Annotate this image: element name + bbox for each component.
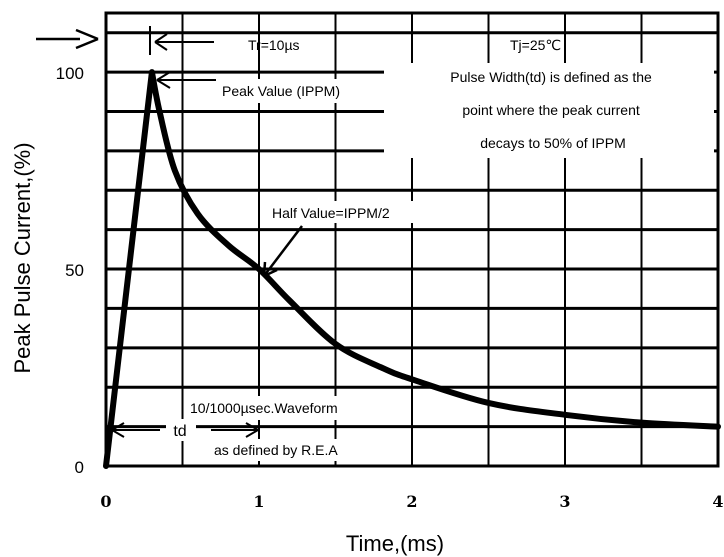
half-value-label: Half Value=IPPM/2 bbox=[272, 205, 390, 221]
x-axis-label: Time,(ms) bbox=[346, 531, 444, 556]
y-axis-label: Peak Pulse Current,(%) bbox=[10, 142, 35, 373]
x-tick-labels: 0 1 2 3 4 bbox=[100, 492, 723, 511]
tj-label: Tj=25℃ bbox=[510, 37, 561, 53]
defined-by-label-bg bbox=[208, 439, 398, 461]
peak-label-bg bbox=[216, 79, 376, 103]
x-tick-label: 0 bbox=[100, 492, 111, 511]
x-tick-label: 1 bbox=[253, 492, 264, 511]
pulse-width-line-3: decays to 50% of IPPM bbox=[480, 135, 626, 151]
x-tick-label: 3 bbox=[559, 492, 570, 511]
waveform-label: 10/1000µsec.Waveform bbox=[190, 400, 338, 416]
y-tick-labels: 0 50 100 bbox=[56, 64, 84, 477]
pulse-width-description: Pulse Width(td) is defined as the point … bbox=[450, 69, 655, 151]
td-arrow-left-head-icon bbox=[111, 422, 125, 438]
y-tick-label: 50 bbox=[65, 261, 84, 280]
peak-label: Peak Value (IPPM) bbox=[222, 83, 340, 99]
y-tick-label: 100 bbox=[56, 64, 84, 83]
td-label-bg bbox=[166, 419, 196, 441]
x-tick-label: 2 bbox=[406, 492, 417, 511]
tr-arrow-head-icon bbox=[154, 33, 168, 51]
plot-frame bbox=[104, 11, 720, 468]
td-arrow-right-head-icon bbox=[245, 422, 259, 438]
half-arrow-head-icon bbox=[262, 261, 278, 278]
y-tick-label: 0 bbox=[75, 458, 84, 477]
waveform-label-bg bbox=[184, 396, 402, 420]
left-arrow-head-icon bbox=[75, 28, 99, 50]
pulse-width-line-1: Pulse Width(td) is defined as the bbox=[450, 69, 652, 85]
half-arrow-line bbox=[263, 225, 303, 277]
pulse-width-label-bg bbox=[384, 63, 714, 158]
defined-by-label: as defined by R.E.A bbox=[214, 442, 338, 458]
x-tick-label: 4 bbox=[712, 492, 723, 511]
half-label-bg bbox=[266, 201, 446, 223]
pulse-width-line-2: point where the peak current bbox=[462, 102, 640, 118]
tr-label: Tr=10µs bbox=[248, 37, 300, 53]
series-line bbox=[103, 69, 721, 469]
peak-arrow-head-icon bbox=[156, 71, 171, 89]
td-label: td bbox=[173, 423, 186, 440]
